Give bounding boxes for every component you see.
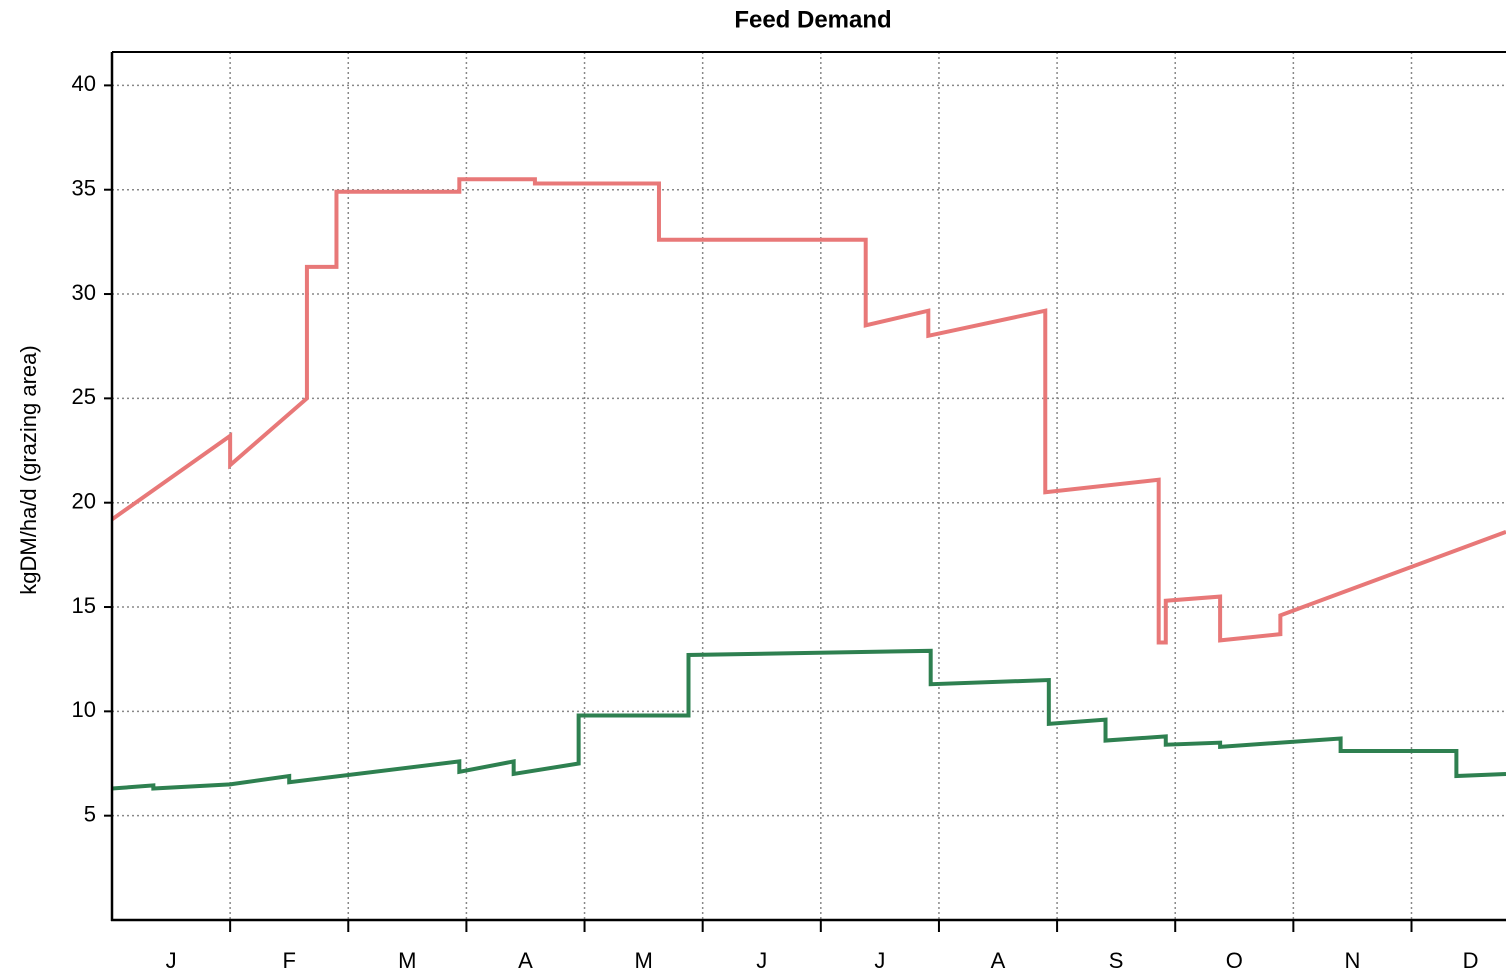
data-line (111, 648, 1506, 791)
y-tick-label: 40 (72, 71, 96, 96)
y-tick-label: 35 (72, 176, 96, 201)
x-tick-label: A (518, 948, 533, 973)
y-tick-label: 30 (72, 280, 96, 305)
y-axis-label: kgDM/ha/d (grazing area) (16, 345, 41, 594)
x-tick-label: F (282, 948, 295, 973)
x-tick-label: O (1226, 948, 1243, 973)
chart-title: Feed Demand (734, 6, 891, 33)
x-tick-label: N (1344, 948, 1360, 973)
data-line (110, 177, 1506, 645)
x-tick-label: D (1463, 948, 1479, 973)
x-tick-label: J (874, 948, 885, 973)
y-tick-label: 20 (72, 489, 96, 514)
x-tick-label: M (634, 948, 652, 973)
x-tick-label: S (1109, 948, 1124, 973)
x-tick-label: M (398, 948, 416, 973)
x-tick-label: J (756, 948, 767, 973)
y-tick-label: 25 (72, 384, 96, 409)
y-tick-label: 5 (84, 801, 96, 826)
y-tick-label: 15 (72, 593, 96, 618)
x-tick-label: J (166, 948, 177, 973)
y-tick-label: 10 (72, 697, 96, 722)
x-tick-label: A (991, 948, 1006, 973)
